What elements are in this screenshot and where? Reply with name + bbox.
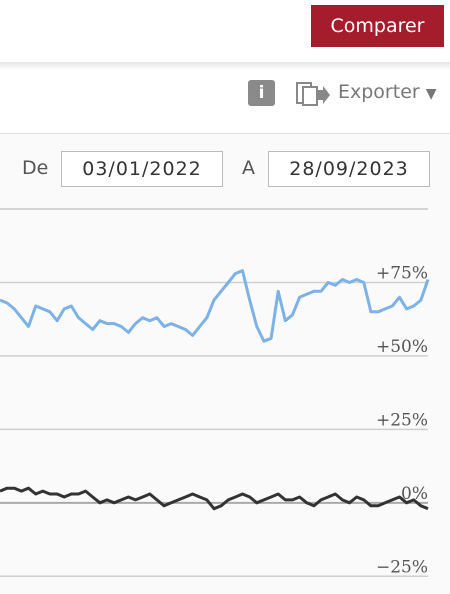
series-line [0, 486, 429, 511]
to-date[interactable]: 28/09/2023 [268, 151, 430, 187]
export-link[interactable]: Exporter ▼ [338, 81, 437, 103]
info-icon[interactable]: i [248, 80, 275, 106]
from-label: De [22, 157, 49, 179]
y-tick-label: +50% [376, 337, 428, 357]
y-tick-label: +75% [376, 263, 428, 283]
header-shadow [0, 62, 450, 70]
to-label: A [242, 157, 255, 179]
compare-button[interactable]: Comparer [311, 5, 444, 47]
chart-panel [0, 133, 450, 594]
y-tick-label: 0% [401, 484, 428, 504]
from-date[interactable]: 03/01/2022 [61, 151, 223, 187]
series-line [0, 269, 430, 343]
export-icon[interactable] [295, 80, 335, 110]
y-tick-label: +25% [376, 410, 428, 430]
y-tick-label: −25% [376, 557, 428, 577]
export-label[interactable]: Exporter [338, 81, 420, 103]
